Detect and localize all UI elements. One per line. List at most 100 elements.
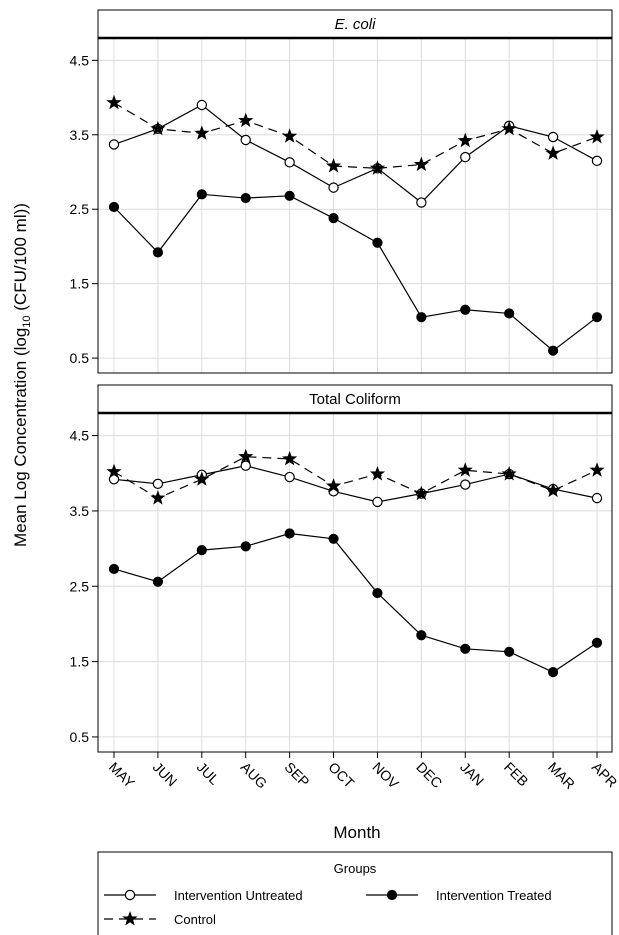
data-point [460,643,471,654]
chart-panels: 0.5 1.5 2.5 3.5 4.5 E. coli 0.5 1.5 2.5 3.5 4.5 Tot… [70,9,613,753]
data-point [196,545,207,556]
data-point [284,190,295,201]
data-point [196,99,208,111]
x-axis-title: Month [333,823,380,842]
data-point [504,308,515,319]
y-tick-label: 1.5 [70,654,90,670]
x-tick-label: MAR [545,759,578,792]
legend-marker [124,889,136,901]
x-tick-label: NOV [369,759,402,792]
legend-label: Intervention Untreated [174,888,303,903]
series-intervention-untreated [108,460,603,508]
series-intervention-treated [108,528,603,678]
y-tick-label: 4.5 [70,428,90,444]
y-axis-title: Mean Log Concentration (log10 (CFU/100 m… [11,203,33,547]
x-tick-label: JUL [194,759,223,788]
plot-area [98,413,612,752]
data-point [501,120,517,136]
data-point [238,448,254,464]
series-line [113,456,598,499]
data-point [547,345,559,356]
series-control [106,94,605,175]
data-point [282,128,298,143]
x-tick-label: OCT [325,759,358,792]
x-tick-label: SEP [282,759,313,790]
data-point [372,237,383,248]
x-tick-label: MAY [106,759,138,791]
legend-marker [122,911,138,926]
data-point [152,247,164,258]
data-point [457,132,473,148]
data-point [547,131,559,143]
data-point [457,462,473,477]
y-tick-label: 2.5 [70,578,90,594]
legend-entry-intervention-untreated: Intervention Untreated [104,888,303,903]
data-point [545,482,561,498]
data-point [150,490,166,505]
x-axis: MAY JUN JUL AUG SEP OCT NOV DEC JAN FEB MAR APR [106,752,619,792]
panel-strip [97,384,613,414]
data-point [460,479,471,490]
legend-label: Control [174,912,216,927]
series-intervention-treated [108,189,603,356]
data-point [591,155,603,167]
series-control [106,448,605,505]
data-point [240,541,251,552]
y-tick-label: 3.5 [70,127,90,143]
series-intervention-untreated [108,99,603,208]
data-point [328,533,339,544]
data-point [325,478,342,493]
data-point [108,563,120,575]
legend-label: Intervention Treated [436,888,552,903]
data-point [504,646,515,657]
data-point [152,478,164,490]
x-tick-label: DEC [413,759,445,791]
data-point [152,576,164,587]
data-point [328,182,339,193]
series-line [113,532,598,673]
data-point [284,157,295,168]
data-point [328,213,339,224]
x-tick-label: FEB [501,759,532,790]
plot-frame [97,37,613,374]
legend-box [97,851,613,935]
legend-title: Groups [334,861,377,876]
data-point [194,125,210,140]
data-point [282,450,298,466]
data-point [369,466,386,481]
data-point [108,139,120,150]
data-point [589,129,605,144]
series-line [113,102,598,169]
panel-total-coliform: 0.5 1.5 2.5 3.5 4.5 Total Coliform [70,384,613,753]
panel-title: Total Coliform [309,391,401,408]
data-point [240,134,251,146]
series-line [113,104,598,204]
data-point [413,156,429,172]
data-point [545,145,561,160]
data-point [416,197,427,208]
data-point [194,471,210,486]
legend: Groups Intervention Untreated Intervention… [97,851,613,935]
panel-title: E. coli [335,16,377,33]
data-point [325,158,342,173]
data-point [284,471,295,483]
data-point [150,120,166,136]
legend-entry-control: Control [104,911,216,927]
data-point [108,201,120,213]
y-tick-label: 0.5 [70,729,90,745]
x-tick-label: APR [589,759,619,791]
data-point [591,492,603,504]
data-point [589,462,605,477]
y-tick-label: 1.5 [70,276,90,292]
data-point [106,94,122,110]
data-point [240,460,251,471]
data-point [460,151,471,163]
data-point [240,192,251,204]
data-point [591,637,603,648]
legend-marker [386,889,398,901]
panel-e-coli: 0.5 1.5 2.5 3.5 4.5 E. coli [70,9,613,374]
data-point [413,485,429,501]
y-tick-label: 2.5 [70,201,90,217]
data-point [501,466,517,481]
